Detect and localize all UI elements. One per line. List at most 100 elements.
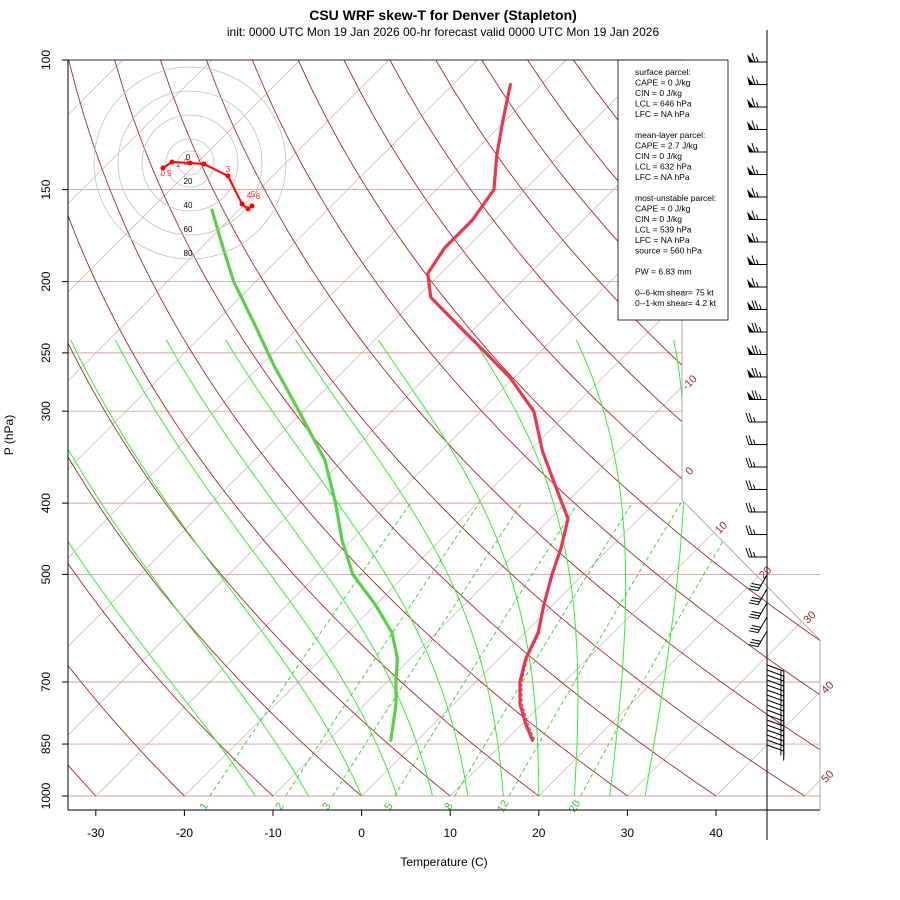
barb-long (748, 644, 759, 648)
info-line: 0--6-km shear= 75 kt (635, 288, 714, 298)
mixing-ratio-label: 8 (442, 801, 455, 812)
y-tick-label: 150 (39, 179, 53, 199)
info-line: LFC = NA hPa (635, 109, 690, 119)
barb-long (750, 585, 760, 589)
barb-flag (747, 391, 754, 400)
barb-long (748, 457, 753, 468)
barb-long (748, 588, 759, 592)
barb-half (756, 56, 759, 63)
barb-flag (747, 301, 754, 310)
barb-long (751, 210, 756, 220)
barb-flag (747, 189, 754, 197)
barb-flag (747, 144, 754, 152)
wind-barb (747, 232, 767, 243)
info-line: LCL = 539 hPa (635, 225, 692, 235)
x-tick-label: 30 (621, 826, 635, 840)
barb-half (759, 326, 762, 333)
barb-flag (747, 369, 754, 377)
hodograph-ring-label: 60 (184, 225, 193, 234)
barb-long (751, 345, 756, 355)
mixing-ratio-label: 5 (382, 801, 395, 812)
barb-flag (747, 256, 754, 265)
isotherm-line (68, 60, 567, 797)
wind-barb (745, 547, 767, 558)
isotherm-line (804, 60, 820, 797)
barb-long (754, 345, 759, 355)
wind-barb (748, 616, 768, 634)
moist-adiabat-line (70, 339, 363, 797)
hodograph-point-label: 0.5 (160, 169, 172, 178)
y-tick-label: 300 (39, 401, 53, 421)
mixing-ratio-line (508, 502, 682, 797)
hodograph-point (169, 159, 175, 165)
dry-adiabat-line (389, 60, 820, 797)
barb-long (748, 630, 759, 634)
hodograph-point (201, 161, 207, 167)
barb-long (745, 502, 750, 513)
wind-barb (747, 322, 767, 333)
barb-flag (747, 99, 754, 107)
info-line: CIN = 0 J/kg (635, 214, 682, 224)
x-tick-label: 40 (709, 826, 723, 840)
info-line: CAPE = 2.7 J/kg (635, 141, 698, 151)
barb-long (748, 525, 753, 535)
x-tick-label: 20 (532, 826, 546, 840)
wind-barb (748, 630, 768, 648)
barb-long (748, 602, 759, 606)
moist-adiabat-line (114, 339, 398, 797)
barb-half (780, 705, 782, 711)
hodograph-ring (165, 138, 215, 188)
info-line: source = 560 hPa (635, 246, 702, 256)
barb-half (756, 281, 759, 288)
barb-long (748, 547, 753, 558)
barb-long (783, 751, 785, 761)
barb-flag (747, 54, 754, 62)
barb-half (759, 304, 762, 310)
moist-adiabat-line (575, 339, 627, 797)
barb-long (745, 547, 750, 558)
hodograph-ring-label: 40 (184, 201, 193, 210)
barb-flag (747, 121, 754, 130)
x-tick-label: -30 (87, 826, 105, 840)
barb-long (748, 412, 753, 423)
dewpoint-profile-line (210, 208, 399, 742)
barb-long (748, 502, 753, 513)
mixing-ratio-labels: 1 2 3 5 8 12 20 (197, 798, 583, 815)
barb-half (753, 484, 756, 490)
wind-barb (766, 744, 785, 761)
wind-barb (745, 412, 767, 423)
barb-half (756, 79, 759, 85)
barb-long (748, 480, 753, 490)
barb-long (751, 120, 756, 130)
moist-adiabat-line (225, 339, 469, 797)
moist-adiabat-line (644, 339, 685, 797)
dry-adiabat-line (343, 60, 820, 797)
barb-half (756, 191, 759, 198)
barb-half (753, 529, 756, 535)
info-line: surface parcel: (635, 67, 691, 77)
barb-long (751, 165, 756, 175)
isotherm-line (68, 60, 212, 797)
isotherm-label: 50 (819, 768, 836, 785)
barb-half (756, 101, 759, 108)
wind-barb (747, 345, 767, 355)
sounding-profiles (210, 82, 570, 742)
isotherm-label: 40 (819, 679, 836, 696)
isotherm-line (449, 60, 820, 797)
wind-barbs (745, 30, 785, 840)
dry-adiabat-line (114, 60, 717, 797)
barb-long (748, 616, 759, 620)
barb-flag (747, 279, 754, 287)
info-line: LCL = 632 hPa (635, 162, 692, 172)
x-axis-ticks: -30 -20 -10 0 10 20 30 40 (87, 809, 723, 840)
wind-barb (747, 142, 767, 153)
barb-half (780, 675, 782, 681)
moist-adiabat-line (68, 339, 309, 797)
mixing-ratio-line (332, 502, 523, 797)
barb-half (780, 695, 782, 701)
wind-barb (747, 255, 767, 265)
barb-long (748, 435, 753, 445)
info-line: CAPE = 0 J/kg (635, 204, 691, 214)
barb-long (751, 300, 756, 310)
barb-half (759, 394, 762, 400)
